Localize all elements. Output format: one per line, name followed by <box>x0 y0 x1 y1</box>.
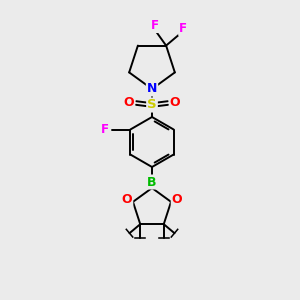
Text: F: F <box>101 123 109 136</box>
Text: O: O <box>172 193 182 206</box>
Text: N: N <box>147 82 157 95</box>
Text: F: F <box>179 22 187 35</box>
Text: O: O <box>124 97 134 110</box>
Text: S: S <box>147 98 157 112</box>
Text: F: F <box>151 19 159 32</box>
Text: B: B <box>147 176 157 188</box>
Text: O: O <box>170 97 180 110</box>
Text: O: O <box>122 193 132 206</box>
